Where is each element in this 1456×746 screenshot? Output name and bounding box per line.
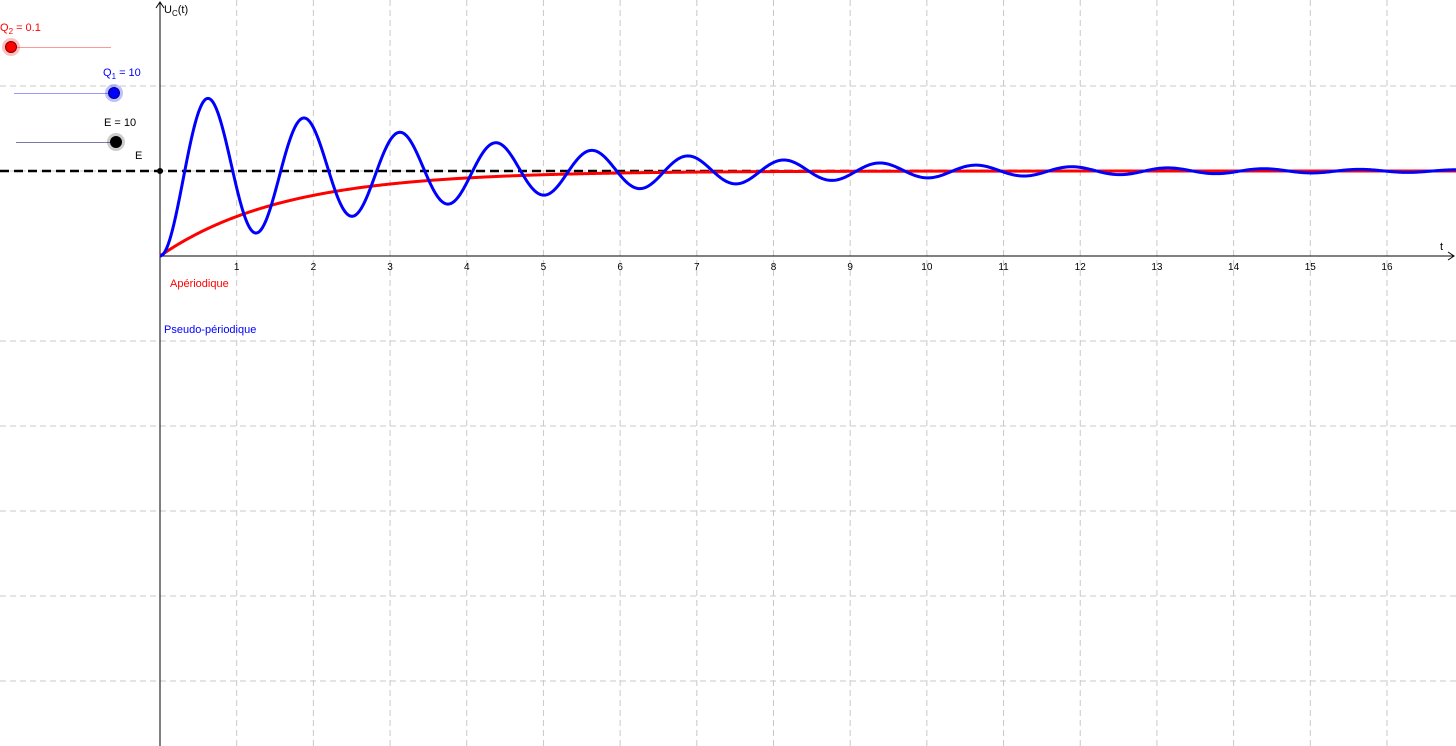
x-tick-label: 14 — [1228, 262, 1240, 273]
slider-e-label: E = 10 — [104, 117, 137, 129]
slider-q2-track[interactable] — [10, 47, 111, 48]
x-tick-label: 15 — [1305, 262, 1317, 273]
slider-e-track[interactable] — [16, 142, 116, 143]
y-axis-arrow — [155, 1, 165, 9]
x-tick-label: 2 — [311, 262, 317, 273]
x-tick-labels: 1 2 3 4 5 6 7 8 9 10 11 12 13 14 15 16 — [234, 262, 1393, 273]
x-tick-label: 12 — [1075, 262, 1087, 273]
x-tick-label: 1 — [234, 262, 240, 273]
x-tick-label: 9 — [847, 262, 853, 273]
slider-q1-track[interactable] — [14, 93, 114, 94]
axes — [155, 1, 1455, 746]
x-tick-label: 13 — [1151, 262, 1163, 273]
pseudo-periodique-curve[interactable] — [159, 96, 1456, 258]
e-point[interactable] — [157, 168, 163, 174]
x-tick-label: 6 — [617, 262, 623, 273]
x-tick-label: 8 — [771, 262, 777, 273]
x-tick-label: 5 — [541, 262, 547, 273]
x-axis-title: t — [1440, 241, 1444, 253]
aperiodique-label: Apériodique — [170, 278, 229, 290]
aperiodique-curve[interactable] — [159, 169, 1456, 258]
x-tick-label: 10 — [921, 262, 933, 273]
y-axis-title: UC(t) — [164, 4, 189, 19]
e-point-label: E — [135, 150, 143, 162]
slider-q2-label: Q2 = 0.1 — [0, 22, 41, 37]
slider-e-knob[interactable] — [110, 136, 122, 148]
slider-q2-knob[interactable] — [5, 41, 17, 53]
x-tick-label: 11 — [998, 262, 1009, 273]
x-tick-label: 3 — [387, 262, 393, 273]
pseudo-periodique-label: Pseudo-périodique — [164, 324, 257, 336]
slider-q1-knob[interactable] — [108, 87, 120, 99]
x-tick-label: 4 — [464, 262, 470, 273]
x-tick-label: 7 — [694, 262, 700, 273]
x-axis-arrow — [1447, 251, 1455, 261]
slider-q1-label: Q1 = 10 — [103, 67, 141, 82]
x-tick-label: 16 — [1381, 262, 1393, 273]
